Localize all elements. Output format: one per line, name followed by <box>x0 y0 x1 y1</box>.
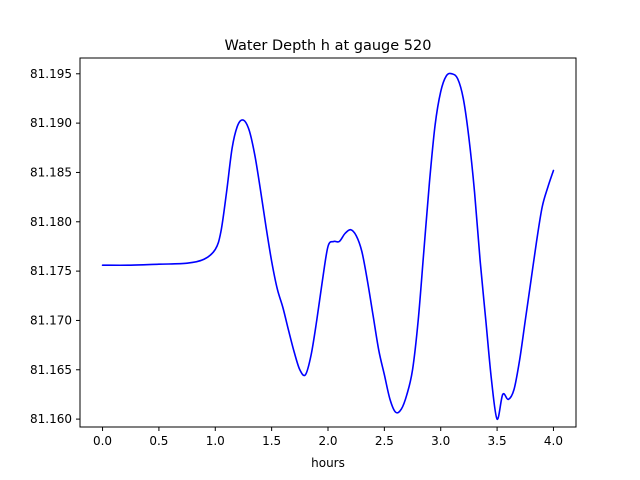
x-tick-label: 3.0 <box>431 434 450 448</box>
x-tick-label: 2.5 <box>375 434 394 448</box>
y-tick-label: 81.180 <box>30 215 72 229</box>
y-tick-label: 81.175 <box>30 264 72 278</box>
y-tick-label: 81.195 <box>30 67 72 81</box>
y-tick-label: 81.160 <box>30 412 72 426</box>
x-tick-label: 0.5 <box>149 434 168 448</box>
y-tick-label: 81.165 <box>30 363 72 377</box>
y-tick-label: 81.190 <box>30 116 72 130</box>
y-tick-label: 81.185 <box>30 165 72 179</box>
y-axis-ticks: 81.160 81.165 81.170 81.175 81.180 81.185 81.1… <box>30 67 80 426</box>
chart-title: Water Depth h at gauge 520 <box>225 38 432 54</box>
x-tick-label: 3.5 <box>488 434 507 448</box>
water-depth-line <box>101 72 555 420</box>
x-tick-label: 0.0 <box>93 434 112 448</box>
x-axis-ticks: 0.0 0.5 1.0 1.5 2.0 2.5 3.0 3.5 4.0 <box>93 427 563 448</box>
x-tick-label: 2.0 <box>318 434 337 448</box>
x-tick-label: 1.0 <box>206 434 225 448</box>
y-tick-label: 81.170 <box>30 313 72 327</box>
x-axis-label: hours <box>311 456 345 470</box>
x-tick-label: 1.5 <box>262 434 281 448</box>
x-tick-label: 4.0 <box>544 434 563 448</box>
